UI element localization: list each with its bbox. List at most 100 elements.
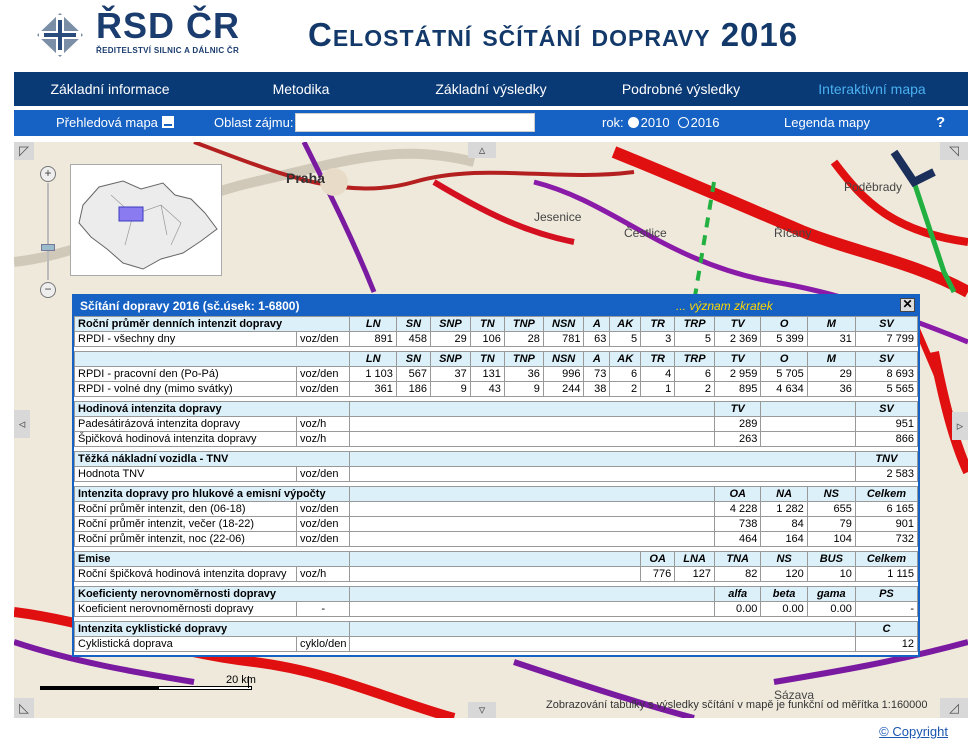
cell: 2 369 xyxy=(713,331,762,347)
page-title: Celostátní sčítání dopravy 2016 xyxy=(308,16,799,53)
col-header: alfa xyxy=(713,586,762,602)
row-unit: voz/den xyxy=(295,331,351,347)
row-unit: voz/h xyxy=(295,431,351,447)
pan-southeast-icon[interactable]: ◿ xyxy=(940,698,968,718)
col-header: TV xyxy=(713,351,762,367)
close-icon[interactable]: ✕ xyxy=(900,298,915,312)
nav-interaktivni-mapa[interactable]: Interaktivní mapa xyxy=(818,81,926,97)
pan-southwest-icon[interactable]: ◺ xyxy=(14,698,34,718)
col-header: OA xyxy=(713,486,762,502)
table-row: Cyklistická doprava cyklo/den 12 xyxy=(74,636,919,652)
row-label: Hodnota TNV xyxy=(74,466,297,482)
panel-header: Sčítání dopravy 2016 (sč.úsek: 1-6800) .… xyxy=(74,296,918,316)
abbreviations-link[interactable]: ... význam zkratek xyxy=(676,299,773,313)
map-legend-link[interactable]: Legenda mapy xyxy=(784,115,871,130)
zoom-slider-handle[interactable] xyxy=(41,244,55,251)
col-header: OA xyxy=(640,551,676,567)
cell: 4 xyxy=(640,366,676,382)
copyright-link[interactable]: © Copyright xyxy=(879,724,948,739)
section-title: Roční průměr denních intenzit dopravy xyxy=(73,316,351,332)
pan-west-icon[interactable]: ◃ xyxy=(14,410,30,438)
zoom-out-icon[interactable]: − xyxy=(40,282,56,298)
help-button[interactable]: ? xyxy=(936,114,946,131)
cell: 1 103 xyxy=(349,366,397,382)
col-header: SNP xyxy=(429,351,471,367)
cell: 1 xyxy=(640,381,676,397)
rsd-logo-icon xyxy=(37,13,83,57)
table-row: Roční průměr intenzit, večer (18-22) voz… xyxy=(74,516,919,532)
cell: 6 xyxy=(674,366,715,382)
col-header: TNP xyxy=(503,351,544,367)
area-input[interactable] xyxy=(295,113,535,132)
cell: 5 xyxy=(674,331,715,347)
map-scale-note: Zobrazování tabulky s výsledky sčítání v… xyxy=(546,699,928,711)
col-header: TR xyxy=(640,351,676,367)
nav-podrobne-vysledky[interactable]: Podrobné výsledky xyxy=(621,81,741,97)
cell: 2 959 xyxy=(713,366,762,382)
cell: 996 xyxy=(542,366,585,382)
collapse-icon[interactable] xyxy=(161,116,174,128)
area-label: Oblast zájmu: xyxy=(214,115,294,130)
col-header: TN xyxy=(469,316,505,332)
cell: 289 xyxy=(713,416,762,432)
pan-north-icon[interactable]: ▵ xyxy=(468,142,496,158)
col-header: SN xyxy=(395,351,431,367)
scale-label: 20 km xyxy=(226,674,256,686)
map-label-sazava: Sázava xyxy=(774,688,815,702)
pan-east-icon[interactable]: ▹ xyxy=(952,412,968,440)
map-label-jesenice: Jesenice xyxy=(534,210,582,224)
cell: 0.00 xyxy=(713,601,762,617)
cell: 951 xyxy=(854,416,919,432)
nav-zakladni-informace[interactable]: Základní informace xyxy=(50,81,170,97)
overview-map-toggle[interactable]: Přehledová mapa xyxy=(56,115,174,130)
pan-northeast-icon[interactable]: ◹ xyxy=(940,142,968,160)
cell: 29 xyxy=(429,331,471,347)
cell: 891 xyxy=(349,331,397,347)
cell: 464 xyxy=(713,531,762,547)
table-row: Roční špičková hodinová intenzita doprav… xyxy=(74,566,919,582)
overview-map-label: Přehledová mapa xyxy=(56,115,158,130)
col-header: SV xyxy=(854,316,919,332)
cell: 0.00 xyxy=(760,601,808,617)
section-header-tnv: Těžká nákladní vozidla - TNV TNV xyxy=(73,451,919,467)
col-header: beta xyxy=(760,586,808,602)
table-row: RPDI - volné dny (mimo svátky) voz/den 3… xyxy=(74,381,919,397)
pan-northwest-icon[interactable]: ◸ xyxy=(14,142,34,160)
page-footer: © Copyright xyxy=(14,718,968,750)
col-header: TV xyxy=(713,316,762,332)
col-header: SV xyxy=(854,351,919,367)
page-header: ŘSD ČR ŘEDITELSTVÍ SILNIC A DÁLNIC ČR Ce… xyxy=(0,0,974,72)
cell: 9 xyxy=(503,381,544,397)
nav-zakladni-vysledky[interactable]: Základní výsledky xyxy=(435,81,547,97)
cell: 567 xyxy=(395,366,431,382)
overview-map[interactable] xyxy=(70,164,222,276)
col-header: M xyxy=(806,316,856,332)
radio-2010[interactable] xyxy=(627,117,639,128)
nav-metodika[interactable]: Metodika xyxy=(272,81,330,97)
count-results-panel: Sčítání dopravy 2016 (sč.úsek: 1-6800) .… xyxy=(72,294,920,657)
col-header: LN xyxy=(349,316,397,332)
row-label: RPDI - pracovní den (Po-Pá) xyxy=(74,366,297,382)
cell: 1 115 xyxy=(854,566,919,582)
radio-2016[interactable] xyxy=(677,117,689,128)
map-area[interactable]: Praha Jesenice Čestlice Říčany Poděbrady… xyxy=(14,142,968,718)
cell: 901 xyxy=(854,516,919,532)
row-label: RPDI - všechny dny xyxy=(74,331,297,347)
pan-south-icon[interactable]: ▿ xyxy=(468,702,496,718)
zoom-in-icon[interactable]: + xyxy=(40,166,56,182)
col-header: Celkem xyxy=(854,551,919,567)
col-header: gama xyxy=(806,586,856,602)
cell: 1 282 xyxy=(760,501,808,517)
row-unit: voz/h xyxy=(295,416,351,432)
cell: 127 xyxy=(674,566,715,582)
table-row: Roční průměr intenzit, den (06-18) voz/d… xyxy=(74,501,919,517)
scale-bar xyxy=(40,686,248,690)
cell: 2 583 xyxy=(854,466,919,482)
zoom-track xyxy=(47,183,49,280)
cell: 776 xyxy=(640,566,676,582)
panel-title: Sčítání dopravy 2016 (sč.úsek: 1-6800) xyxy=(80,299,300,313)
cell: 6 165 xyxy=(854,501,919,517)
section-title: Koeficienty nerovnoměrnosti dopravy xyxy=(73,586,351,602)
row-label: Roční průměr intenzit, večer (18-22) xyxy=(74,516,297,532)
cell: 106 xyxy=(469,331,505,347)
